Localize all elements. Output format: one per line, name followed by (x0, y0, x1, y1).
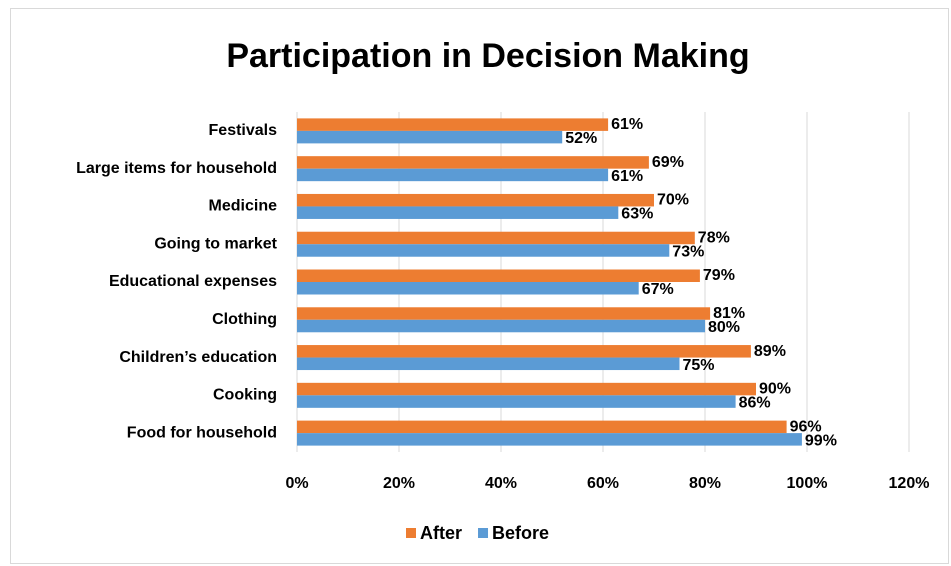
bar (297, 231, 695, 245)
legend-label: Before (492, 523, 549, 543)
bar (297, 307, 711, 320)
bar (297, 118, 609, 131)
x-tick-label: 60% (587, 475, 619, 492)
data-label: 61% (611, 116, 643, 133)
y-tick-label: Going to market (154, 235, 277, 252)
bar (297, 269, 700, 282)
data-label: 80% (708, 319, 740, 336)
y-tick-label: Food for household (127, 424, 277, 441)
y-tick-label: Medicine (209, 198, 278, 215)
data-label: 73% (672, 243, 704, 260)
bar (297, 206, 619, 219)
data-label: 79% (703, 267, 735, 284)
data-label: 70% (657, 192, 689, 209)
data-label: 61% (611, 168, 643, 185)
bar (297, 156, 649, 169)
chart-title: Participation in Decision Making (226, 37, 749, 75)
x-tick-label: 120% (889, 475, 930, 492)
x-tick-label: 100% (787, 475, 828, 492)
data-label: 75% (683, 357, 715, 374)
data-label: 69% (652, 154, 684, 171)
bar (297, 420, 787, 434)
bar (297, 319, 705, 333)
bar (297, 244, 670, 257)
bar (297, 168, 609, 182)
data-label: 81% (713, 305, 745, 322)
data-label: 99% (805, 432, 837, 449)
bar (297, 395, 736, 408)
data-label: 96% (790, 418, 822, 435)
bar (297, 433, 802, 446)
y-tick-label: Large items for household (76, 160, 277, 177)
data-label: 89% (754, 343, 786, 360)
legend-label: After (420, 523, 462, 543)
data-label: 78% (698, 229, 730, 246)
x-tick-label: 0% (285, 475, 308, 492)
data-label: 63% (621, 206, 653, 223)
y-tick-label: Cooking (213, 387, 277, 404)
bar (297, 130, 563, 144)
legend-swatch (406, 528, 416, 538)
bar (297, 382, 756, 396)
data-label: 67% (642, 281, 674, 298)
legend-swatch (478, 528, 489, 538)
y-tick-label: Festivals (209, 122, 278, 139)
bar (297, 282, 639, 295)
y-tick-label: Clothing (212, 311, 277, 328)
bar (297, 193, 654, 207)
bar (297, 357, 680, 371)
data-label: 90% (759, 381, 791, 398)
bar (297, 345, 751, 358)
y-tick-label: Educational expenses (109, 273, 277, 290)
data-label: 86% (739, 395, 771, 412)
x-tick-label: 20% (383, 475, 415, 492)
x-tick-label: 80% (689, 475, 721, 492)
data-label: 52% (565, 130, 597, 147)
x-tick-label: 40% (485, 475, 517, 492)
y-tick-label: Children’s education (119, 349, 277, 366)
